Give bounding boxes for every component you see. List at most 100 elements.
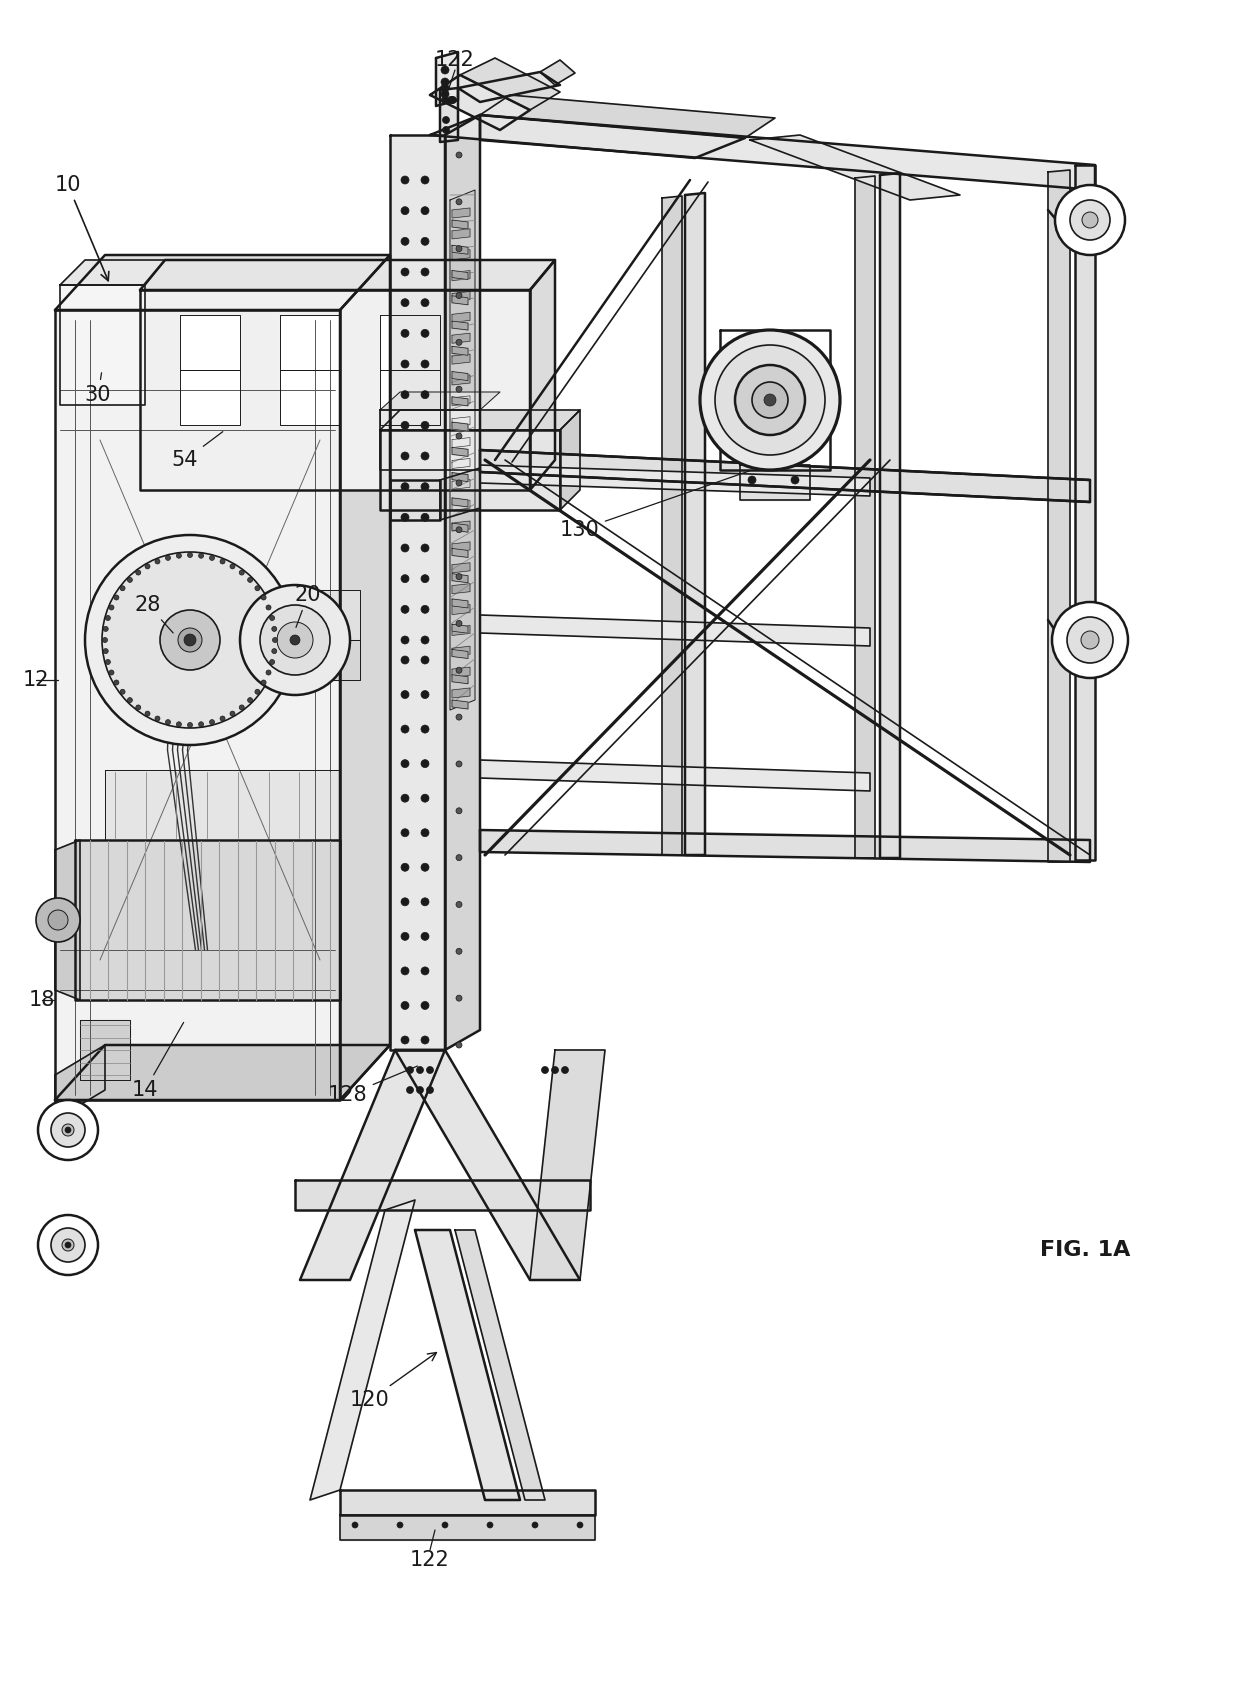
Polygon shape (391, 136, 445, 1050)
Polygon shape (453, 417, 470, 427)
Circle shape (255, 689, 260, 695)
Circle shape (103, 649, 108, 654)
Polygon shape (453, 674, 467, 684)
Circle shape (764, 395, 776, 407)
Circle shape (155, 559, 160, 564)
Polygon shape (453, 542, 470, 552)
Circle shape (401, 759, 409, 767)
Circle shape (441, 66, 449, 75)
Circle shape (260, 605, 330, 674)
Polygon shape (453, 459, 470, 469)
Polygon shape (453, 649, 467, 659)
Polygon shape (856, 176, 875, 857)
Circle shape (401, 932, 409, 940)
Polygon shape (453, 208, 470, 219)
Text: 20: 20 (295, 584, 321, 627)
Circle shape (165, 720, 171, 725)
Circle shape (422, 513, 429, 522)
Circle shape (401, 967, 409, 976)
Circle shape (401, 656, 409, 664)
Polygon shape (310, 1199, 415, 1499)
Circle shape (248, 698, 253, 703)
Circle shape (456, 808, 463, 813)
Polygon shape (455, 1230, 546, 1499)
Text: 122: 122 (410, 1550, 450, 1570)
Circle shape (1052, 601, 1128, 678)
Circle shape (401, 898, 409, 906)
Polygon shape (453, 220, 467, 229)
Circle shape (135, 571, 141, 574)
Circle shape (1070, 200, 1110, 241)
Polygon shape (453, 479, 470, 490)
Polygon shape (453, 246, 467, 254)
Polygon shape (140, 259, 556, 290)
Polygon shape (430, 75, 529, 130)
Polygon shape (280, 315, 340, 369)
Circle shape (407, 1067, 413, 1074)
Text: FIG. 1A: FIG. 1A (1040, 1240, 1130, 1260)
Polygon shape (880, 173, 900, 857)
Polygon shape (440, 88, 458, 142)
Polygon shape (180, 315, 241, 369)
Polygon shape (453, 249, 470, 259)
Circle shape (791, 476, 799, 484)
Polygon shape (453, 271, 467, 280)
Circle shape (422, 361, 429, 368)
Circle shape (1083, 212, 1097, 229)
Circle shape (422, 1037, 429, 1044)
Polygon shape (453, 549, 467, 557)
Circle shape (401, 828, 409, 837)
Circle shape (422, 864, 429, 871)
Circle shape (532, 1521, 538, 1528)
Text: 18: 18 (29, 989, 56, 1010)
Polygon shape (55, 256, 391, 310)
Circle shape (456, 293, 463, 298)
Circle shape (422, 967, 429, 976)
Circle shape (210, 556, 215, 561)
Text: 28: 28 (135, 595, 174, 634)
Circle shape (105, 659, 110, 664)
Polygon shape (453, 437, 470, 447)
Polygon shape (539, 59, 575, 85)
Circle shape (272, 649, 277, 654)
Circle shape (422, 759, 429, 767)
Circle shape (1055, 185, 1125, 256)
Polygon shape (750, 136, 960, 200)
Circle shape (269, 615, 274, 620)
Circle shape (262, 679, 267, 684)
Circle shape (176, 722, 181, 727)
Circle shape (422, 898, 429, 906)
Circle shape (441, 78, 449, 86)
Polygon shape (480, 464, 870, 496)
Polygon shape (453, 296, 467, 305)
Polygon shape (379, 315, 440, 369)
Polygon shape (453, 625, 470, 635)
Circle shape (456, 386, 463, 393)
Circle shape (422, 452, 429, 461)
Polygon shape (340, 256, 391, 1099)
Polygon shape (1075, 164, 1095, 861)
Circle shape (248, 578, 253, 583)
Polygon shape (295, 1181, 590, 1210)
Circle shape (109, 671, 114, 674)
Polygon shape (740, 464, 810, 500)
Circle shape (120, 586, 125, 591)
Circle shape (542, 1067, 548, 1074)
Circle shape (64, 1242, 71, 1248)
Polygon shape (391, 479, 440, 520)
Circle shape (422, 298, 429, 307)
Circle shape (422, 574, 429, 583)
Polygon shape (105, 771, 340, 840)
Polygon shape (379, 369, 440, 425)
Polygon shape (453, 396, 467, 407)
Circle shape (422, 544, 429, 552)
Polygon shape (453, 584, 470, 593)
Circle shape (267, 671, 272, 674)
Circle shape (401, 691, 409, 698)
Circle shape (219, 559, 224, 564)
Circle shape (255, 586, 260, 591)
Circle shape (397, 1521, 403, 1528)
Circle shape (715, 346, 825, 456)
Circle shape (422, 794, 429, 803)
Polygon shape (60, 259, 165, 285)
